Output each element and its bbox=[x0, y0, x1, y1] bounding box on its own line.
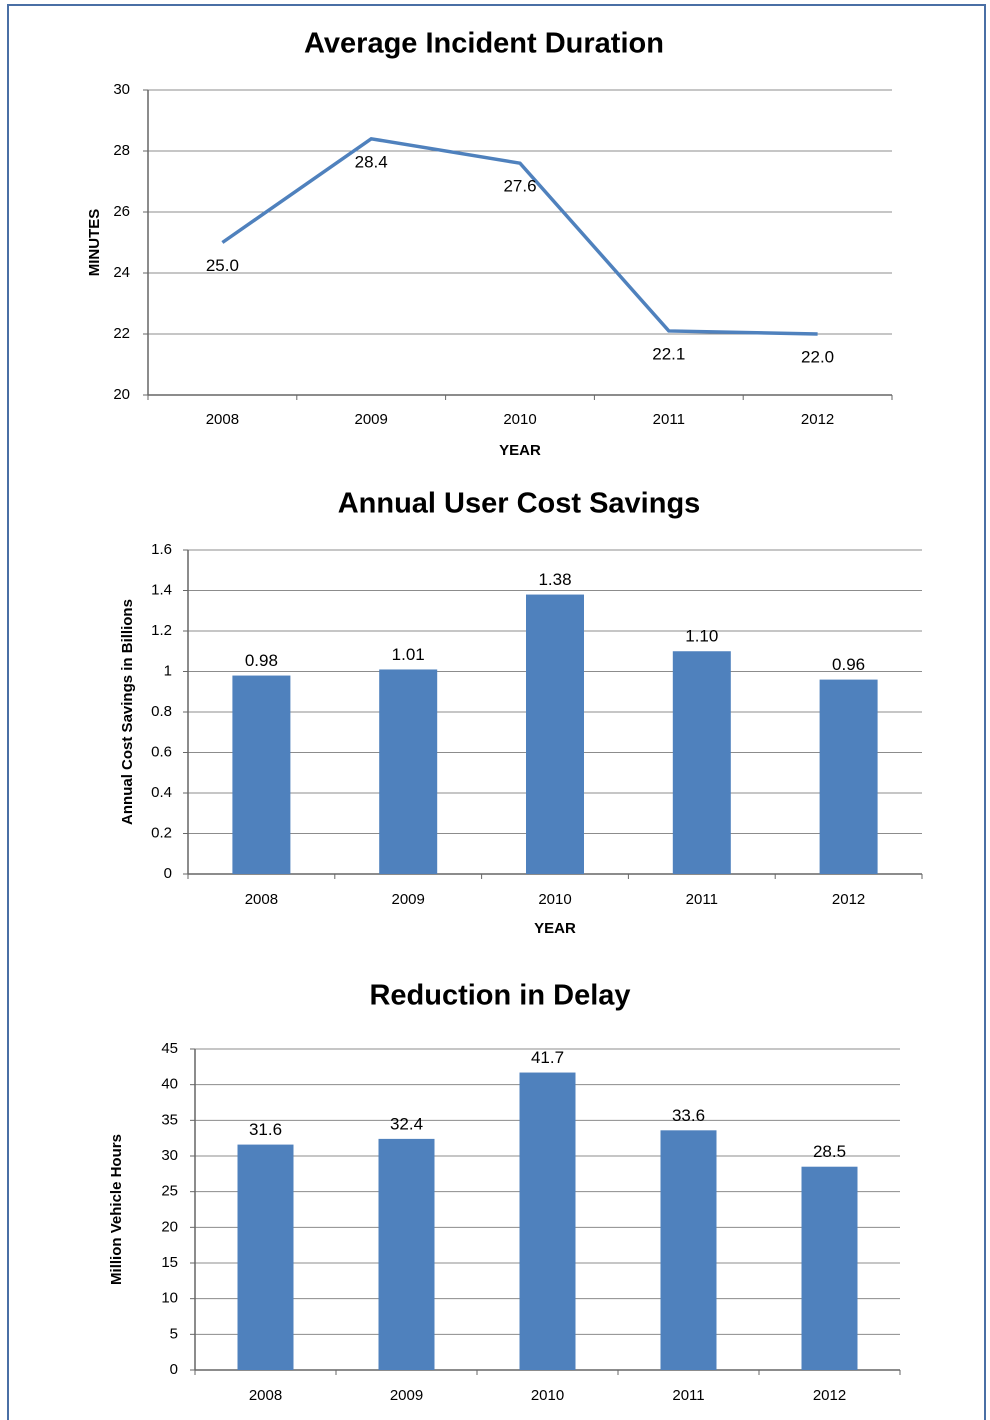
y-tick-label: 1 bbox=[164, 662, 172, 679]
x-tick-label: 2010 bbox=[503, 411, 536, 428]
bar bbox=[526, 594, 584, 874]
x-tick-label: 2012 bbox=[832, 891, 865, 908]
x-tick-label: 2012 bbox=[801, 411, 834, 428]
x-tick-label: 2010 bbox=[538, 891, 571, 908]
y-tick-label: 10 bbox=[161, 1290, 178, 1307]
line bbox=[221, 136, 818, 336]
data-label: 27.6 bbox=[503, 177, 536, 196]
y-tick-label: 1.6 bbox=[151, 541, 172, 558]
x-axis-title: YEAR bbox=[534, 920, 576, 937]
bar bbox=[819, 679, 878, 874]
y-tick-label: 30 bbox=[113, 81, 130, 98]
x-tick-label: 2010 bbox=[531, 1387, 564, 1404]
y-axis-title: Million Vehicle Hours bbox=[108, 1134, 125, 1285]
y-tick-label: 26 bbox=[113, 203, 130, 220]
y-tick-label: 15 bbox=[161, 1254, 178, 1271]
y-tick-label: 0.6 bbox=[151, 743, 172, 760]
y-tick-label: 30 bbox=[161, 1147, 178, 1164]
y-tick-label: 0.8 bbox=[151, 703, 172, 720]
x-tick-label: 2009 bbox=[392, 891, 425, 908]
y-tick-label: 45 bbox=[161, 1040, 178, 1057]
x-tick-label: 2009 bbox=[390, 1387, 423, 1404]
data-label: 1.38 bbox=[538, 570, 571, 589]
y-tick-label: 1.4 bbox=[151, 581, 172, 598]
x-tick-label: 2009 bbox=[355, 411, 388, 428]
x-tick-label: 2008 bbox=[245, 891, 278, 908]
y-axis-title: Annual Cost Savings in Billions bbox=[119, 599, 136, 825]
bar bbox=[237, 1144, 294, 1370]
data-label: 0.96 bbox=[832, 655, 865, 674]
x-axis-title: YEAR bbox=[499, 442, 541, 459]
data-label: 1.10 bbox=[685, 627, 718, 646]
data-label: 33.6 bbox=[672, 1106, 705, 1125]
y-axis-title: MINUTES bbox=[86, 209, 103, 277]
x-tick-label: 2012 bbox=[813, 1387, 846, 1404]
y-tick-label: 25 bbox=[161, 1183, 178, 1200]
y-tick-label: 0 bbox=[170, 1361, 178, 1378]
bar bbox=[378, 1138, 435, 1370]
y-tick-label: 20 bbox=[161, 1218, 178, 1235]
data-label: 22.1 bbox=[652, 344, 685, 363]
y-tick-label: 40 bbox=[161, 1076, 178, 1093]
data-label: 28.5 bbox=[813, 1142, 846, 1161]
y-tick-label: 0.4 bbox=[151, 784, 172, 801]
data-label: 25.0 bbox=[206, 256, 239, 275]
data-label: 22.0 bbox=[801, 347, 834, 366]
data-label: 32.4 bbox=[390, 1114, 423, 1133]
y-tick-label: 0 bbox=[164, 865, 172, 882]
y-tick-label: 20 bbox=[113, 386, 130, 403]
y-tick-label: 5 bbox=[170, 1325, 178, 1342]
page-border bbox=[7, 4, 986, 1420]
chart-title: Average Incident Duration bbox=[304, 28, 664, 60]
x-tick-label: 2011 bbox=[653, 411, 685, 428]
data-label: 28.4 bbox=[355, 152, 388, 171]
y-tick-label: 0.2 bbox=[151, 824, 172, 841]
y-tick-label: 22 bbox=[113, 325, 130, 342]
bar bbox=[660, 1130, 717, 1370]
y-tick-label: 35 bbox=[161, 1111, 178, 1128]
bar bbox=[672, 651, 731, 874]
chart-title: Reduction in Delay bbox=[369, 980, 630, 1012]
y-tick-label: 24 bbox=[113, 264, 130, 281]
x-tick-label: 2008 bbox=[206, 411, 239, 428]
bar bbox=[379, 669, 438, 874]
x-tick-label: 2011 bbox=[672, 1387, 704, 1404]
bar bbox=[519, 1072, 576, 1370]
x-tick-label: 2008 bbox=[249, 1387, 282, 1404]
bar bbox=[801, 1166, 858, 1370]
data-label: 0.98 bbox=[245, 651, 278, 670]
x-tick-label: 2011 bbox=[686, 891, 718, 908]
data-label: 1.01 bbox=[392, 645, 425, 664]
data-label: 41.7 bbox=[531, 1048, 564, 1067]
chart-title: Annual User Cost Savings bbox=[338, 488, 701, 520]
y-tick-label: 28 bbox=[113, 142, 130, 159]
bar bbox=[232, 675, 291, 874]
y-tick-label: 1.2 bbox=[151, 622, 172, 639]
data-label: 31.6 bbox=[249, 1120, 282, 1139]
